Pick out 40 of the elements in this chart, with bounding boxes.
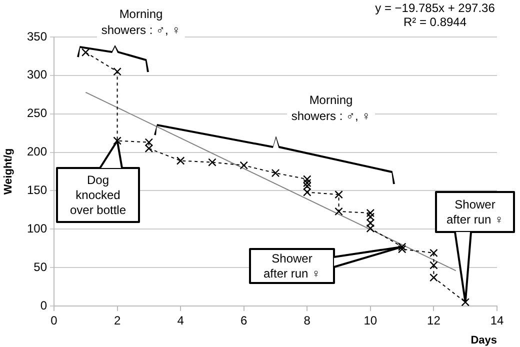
y-tick-label: 200 xyxy=(26,144,48,159)
point xyxy=(334,207,343,216)
y-tick-label: 150 xyxy=(26,183,48,198)
y-tick-label: 0 xyxy=(40,298,48,312)
x-axis-title: Days xyxy=(470,334,497,346)
text: R² = 0.8944 xyxy=(402,14,468,30)
x-tick-label: 4 xyxy=(177,314,184,328)
y-tick-label: 50 xyxy=(34,260,48,274)
point xyxy=(176,156,185,165)
point xyxy=(113,67,122,76)
x-tick-label: 0 xyxy=(50,314,58,328)
text: Morning showers : ♂, ♀ xyxy=(97,6,185,38)
annotation: Shower after run ♀ xyxy=(263,252,321,280)
point xyxy=(398,242,406,251)
x-tick-label: 14 xyxy=(490,314,504,328)
point xyxy=(430,261,438,270)
point xyxy=(271,168,280,178)
point xyxy=(461,298,470,306)
point xyxy=(334,190,343,199)
point xyxy=(398,244,406,254)
y-tick-label: 300 xyxy=(26,68,48,82)
x-tick-label: 12 xyxy=(427,314,441,328)
x-tick-label: 2 xyxy=(114,314,121,328)
text: y = −19.785x + 297.36 xyxy=(374,0,496,16)
y-tick-label: 100 xyxy=(26,221,48,236)
point xyxy=(113,136,122,145)
y-tick-label: 350 xyxy=(26,29,48,44)
point xyxy=(430,273,438,282)
x-tick-label: 8 xyxy=(304,314,311,328)
point xyxy=(208,158,216,166)
y-tick-label: 250 xyxy=(26,106,48,120)
point xyxy=(430,248,438,258)
point xyxy=(240,161,248,170)
y-axis-title: Weight/g xyxy=(2,148,15,195)
point xyxy=(82,48,90,57)
annotation: Shower after run ♀ xyxy=(446,198,504,226)
annotation: Dog knocked over bottle xyxy=(70,173,126,217)
x-tick-label: 6 xyxy=(240,314,248,328)
x-tick-label: 10 xyxy=(364,314,378,328)
annotation: Morning showers : ♂, ♀ xyxy=(287,92,375,124)
